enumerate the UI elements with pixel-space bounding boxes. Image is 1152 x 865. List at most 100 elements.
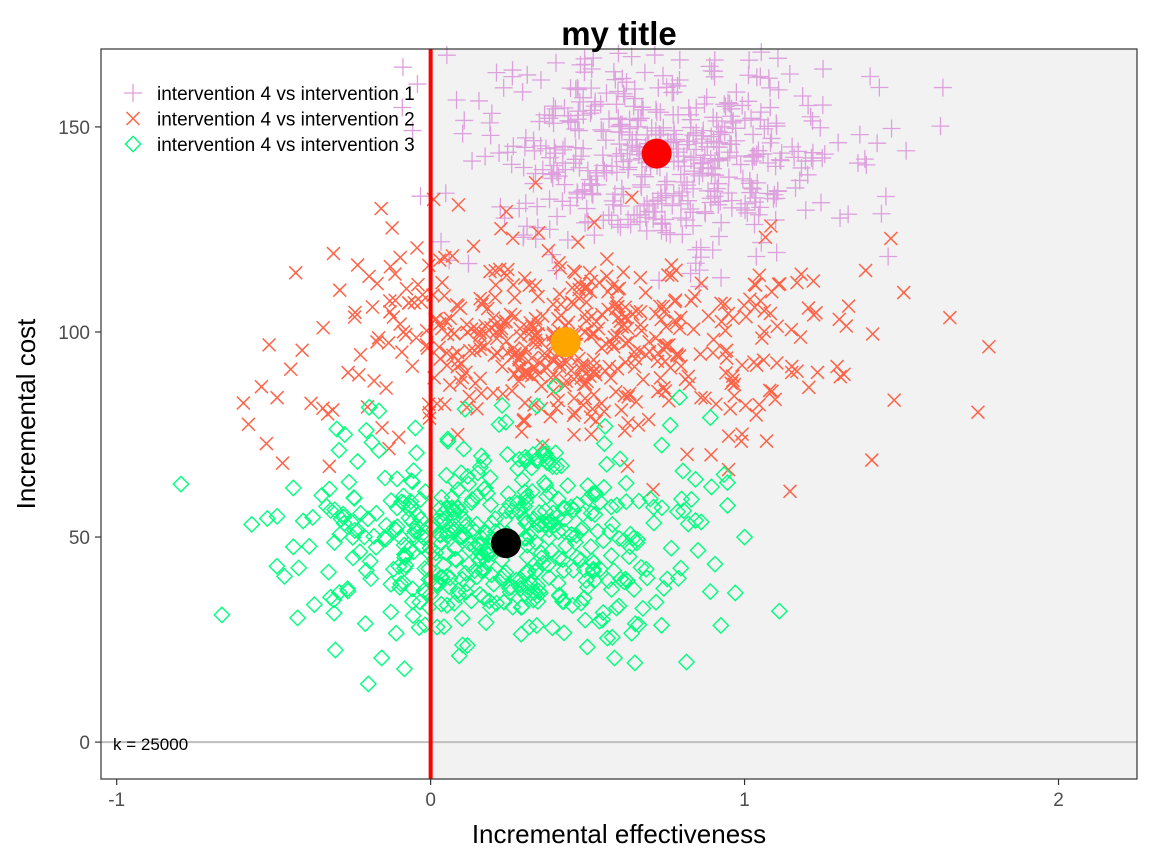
data-point — [617, 73, 636, 92]
data-point — [541, 148, 560, 167]
data-point — [376, 528, 394, 546]
data-point — [388, 293, 403, 308]
data-point — [681, 264, 700, 283]
data-point — [618, 140, 637, 159]
data-point — [526, 583, 544, 601]
data-point — [415, 287, 430, 302]
data-point — [477, 613, 495, 632]
data-point — [564, 561, 582, 579]
data-point — [475, 480, 493, 498]
data-point — [695, 146, 714, 165]
data-point — [373, 649, 391, 667]
data-point — [831, 209, 850, 228]
data-point — [712, 213, 731, 232]
data-point — [367, 504, 385, 522]
data-point — [576, 398, 591, 413]
data-point — [382, 304, 397, 319]
data-point — [681, 199, 700, 218]
data-point — [437, 288, 452, 303]
data-point — [784, 365, 799, 380]
data-point — [678, 132, 697, 151]
data-point — [511, 362, 526, 377]
data-point — [586, 485, 604, 504]
data-point — [487, 348, 502, 363]
data-point — [753, 293, 768, 308]
data-point — [258, 509, 276, 528]
data-point — [495, 359, 510, 374]
data-point — [810, 365, 825, 380]
data-point — [672, 559, 690, 577]
data-point — [241, 417, 256, 432]
data-point — [742, 109, 761, 128]
data-point — [594, 396, 609, 411]
data-point — [480, 113, 499, 132]
data-point — [524, 131, 543, 150]
data-point — [883, 231, 898, 246]
data-point — [567, 391, 582, 406]
data-point — [403, 121, 422, 140]
data-point — [570, 158, 589, 177]
data-point — [351, 367, 366, 382]
data-point — [697, 391, 713, 406]
data-point — [544, 97, 563, 116]
data-point — [288, 265, 303, 280]
data-point — [765, 384, 780, 399]
data-point — [646, 121, 665, 140]
data-point — [608, 384, 623, 399]
data-point — [719, 343, 734, 358]
data-point — [659, 319, 674, 334]
data-point — [522, 278, 537, 293]
data-point — [466, 538, 484, 556]
data-point — [568, 184, 587, 203]
data-point — [722, 191, 741, 210]
data-point — [494, 78, 513, 97]
data-point — [710, 227, 729, 246]
data-point — [622, 386, 637, 401]
data-point — [550, 549, 568, 567]
data-point — [435, 275, 450, 290]
data-point — [981, 339, 996, 354]
data-point — [623, 136, 642, 155]
data-point — [463, 490, 481, 509]
data-point — [528, 616, 546, 635]
data-point — [783, 137, 802, 156]
data-point — [782, 484, 797, 499]
data-point — [647, 103, 666, 122]
data-point — [576, 213, 595, 232]
data-point — [617, 388, 632, 403]
data-point — [633, 304, 648, 319]
data-point — [645, 202, 664, 221]
data-point — [669, 143, 688, 162]
data-point — [811, 193, 830, 212]
data-point — [744, 125, 763, 144]
data-point — [660, 268, 675, 283]
data-point — [789, 275, 805, 290]
data-point — [432, 340, 447, 355]
data-point — [762, 129, 781, 148]
data-point — [685, 164, 704, 183]
data-point — [757, 324, 772, 339]
data-point — [718, 148, 737, 167]
data-point — [653, 436, 671, 454]
data-point — [555, 522, 574, 541]
data-point — [385, 220, 400, 235]
data-point — [591, 560, 609, 578]
data-point — [504, 137, 523, 156]
data-point — [603, 370, 618, 385]
data-point — [513, 82, 532, 101]
data-point — [868, 134, 887, 153]
data-point — [453, 636, 472, 654]
data-point — [270, 390, 285, 405]
data-point — [408, 517, 426, 535]
data-point — [517, 514, 535, 532]
data-point — [710, 133, 729, 152]
data-point — [409, 330, 424, 345]
data-point — [530, 503, 548, 522]
data-point — [431, 499, 449, 517]
data-point — [674, 359, 689, 374]
data-point — [531, 70, 550, 89]
data-point — [703, 240, 722, 259]
data-point — [431, 508, 449, 526]
data-point — [632, 98, 651, 117]
data-point — [596, 131, 615, 150]
